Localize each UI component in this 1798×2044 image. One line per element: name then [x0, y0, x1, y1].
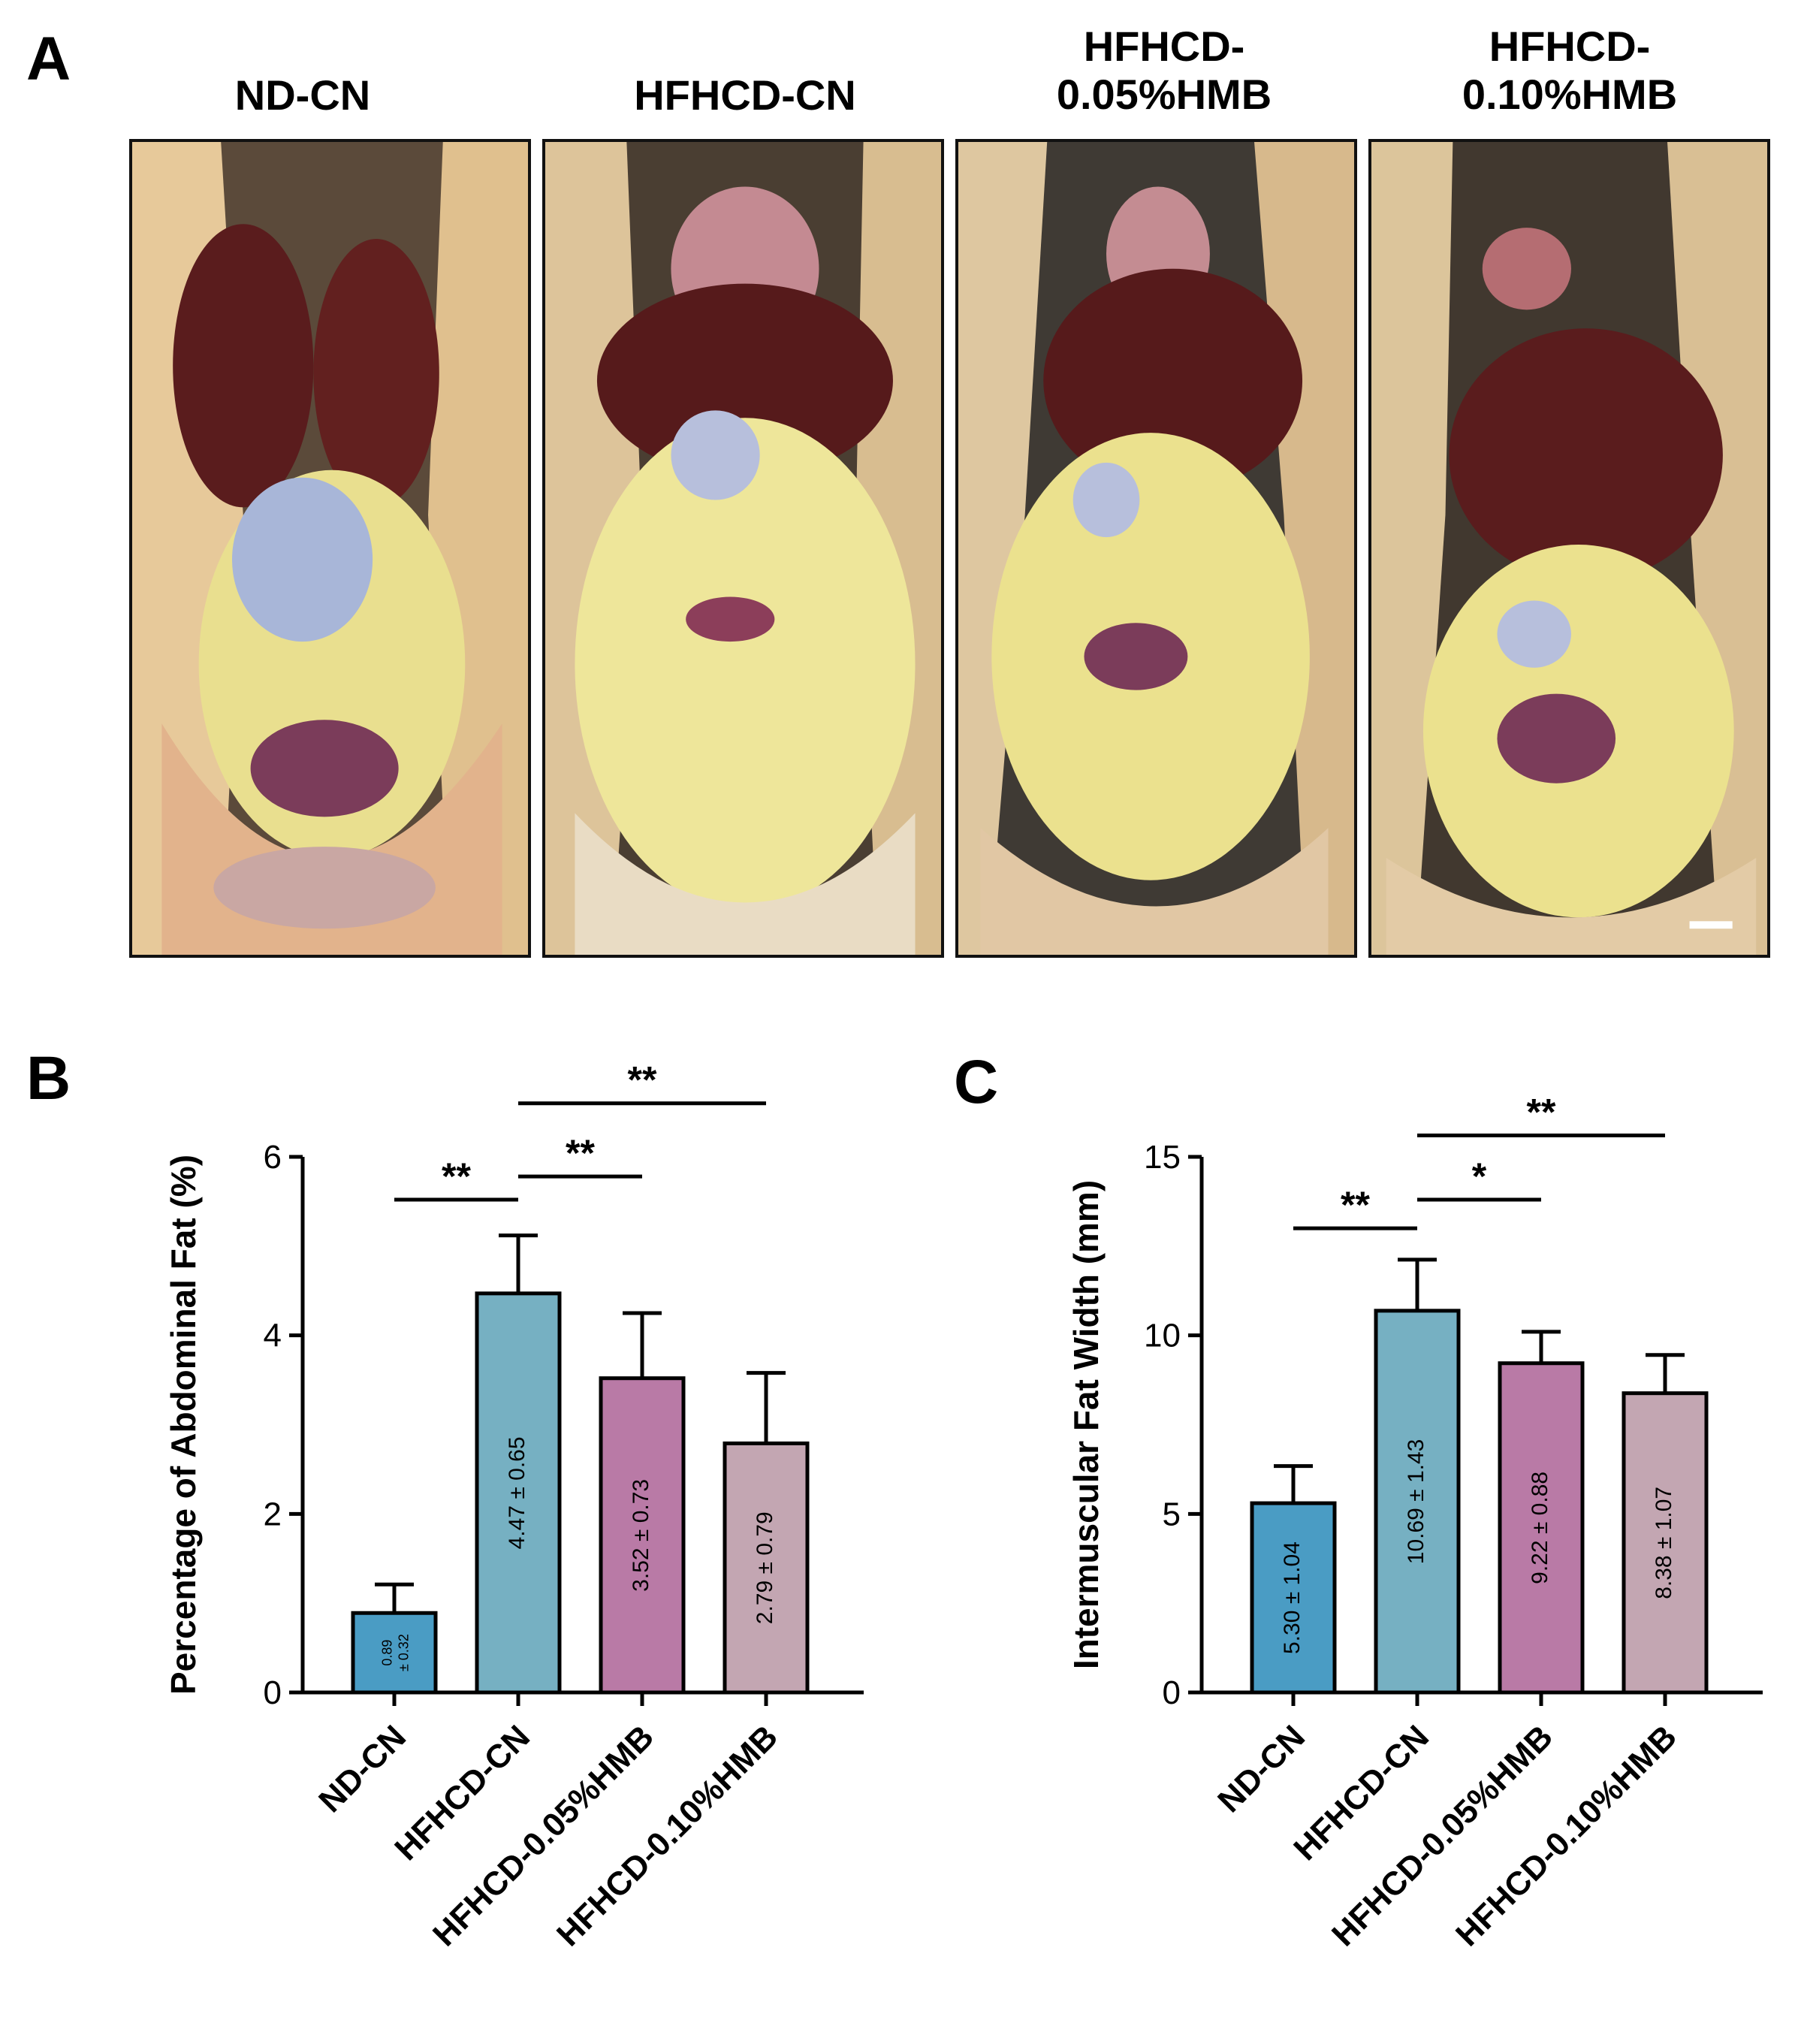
y-tick-label: 15	[1144, 1139, 1181, 1176]
significance-label: **	[628, 1059, 657, 1101]
x-tick-label-hfhcd-0-10-hmb: HFHCD-0.10%HMB	[550, 1718, 785, 1953]
bar-hfhcd-0-05-hmb	[599, 1376, 686, 1695]
bar-value-label: 10.69 ± 1.43	[1404, 1439, 1428, 1565]
y-tick-label: 0	[1163, 1674, 1181, 1711]
photo-title-line1: HFHCD-	[1083, 23, 1245, 70]
x-tick-label-nd-cn: ND-CN	[312, 1718, 413, 1819]
significance-label: **	[566, 1132, 595, 1174]
x-tick-label-nd-cn: ND-CN	[1211, 1718, 1312, 1819]
photo-title-line2: 0.05%HMB	[1056, 71, 1272, 118]
bar-value-label: 3.52 ± 0.73	[629, 1479, 653, 1592]
y-tick-label: 4	[264, 1318, 282, 1354]
chart-abdominal-fat: 0 2 4 6 Percentage of Abdominal Fat (%) ND-CN…	[164, 1059, 864, 1953]
bar-hfhcd-0-05-hmb	[1498, 1361, 1585, 1695]
significance-label: **	[1341, 1184, 1370, 1226]
photo-hfhcd-010	[1368, 139, 1770, 958]
bar-value-label: 4.47 ± 0.65	[505, 1436, 529, 1549]
y-axis-label: Intermuscular Fat Width (mm)	[1066, 1180, 1106, 1669]
photo-hfhcd-005	[955, 139, 1357, 958]
y-axis-label: Percentage of Abdominal Fat (%)	[164, 1155, 203, 1695]
bar-value-label: 2.79 ± 0.79	[753, 1511, 777, 1624]
bar-value-label: 0.89	[380, 1640, 395, 1666]
significance-label: **	[442, 1155, 471, 1197]
bar-value-label: 8.38 ± 1.07	[1652, 1487, 1676, 1599]
chart-intermuscular-fat: 0 5 10 15 Intermuscular Fat Width (mm) ND-CN 5…	[1066, 1091, 1763, 1953]
y-tick-label: 0	[264, 1674, 282, 1711]
panel-a-letter: A	[26, 25, 71, 93]
panel-c-letter: C	[954, 1048, 999, 1116]
photo-nd-cn	[129, 139, 531, 958]
y-tick-label: 10	[1144, 1318, 1181, 1354]
photo-title-hfhcd-010: HFHCD- 0.10%HMB	[1374, 23, 1765, 119]
bar-value-label: 9.22 ± 0.88	[1528, 1472, 1552, 1584]
photo-title-line1: ND-CN	[234, 71, 371, 119]
photo-title-hfhcd-cn: HFHCD-CN	[550, 71, 940, 119]
bar-hfhcd-cn	[475, 1291, 562, 1695]
x-tick-label-hfhcd-0-05-hmb: HFHCD-0.05%HMB	[426, 1718, 661, 1953]
photo-title-line2: 0.10%HMB	[1462, 71, 1678, 118]
photo-title-line1: HFHCD-	[1489, 23, 1651, 70]
panel-b-letter: B	[26, 1044, 71, 1113]
y-tick-label: 2	[264, 1496, 282, 1532]
bar-nd-cn	[1250, 1501, 1337, 1695]
bar-hfhcd-0-10-hmb	[723, 1441, 810, 1695]
y-tick-label: 6	[264, 1139, 282, 1176]
x-tick-label-hfhcd-0-05-hmb: HFHCD-0.05%HMB	[1325, 1718, 1560, 1953]
scale-bar	[1689, 921, 1733, 929]
bar-value-label: ± 0.32	[397, 1634, 412, 1671]
photo-title-line1: HFHCD-CN	[634, 71, 856, 119]
photo-title-hfhcd-005: HFHCD- 0.05%HMB	[969, 23, 1359, 119]
x-tick-label-hfhcd-0-10-hmb: HFHCD-0.10%HMB	[1449, 1718, 1684, 1953]
photo-hfhcd-cn	[542, 139, 944, 958]
significance-label: **	[1527, 1091, 1556, 1133]
significance-label: *	[1472, 1155, 1487, 1197]
photo-title-nd-cn: ND-CN	[107, 71, 498, 119]
y-tick-label: 5	[1163, 1496, 1181, 1532]
bar-value-label: 5.30 ± 1.04	[1280, 1541, 1305, 1654]
